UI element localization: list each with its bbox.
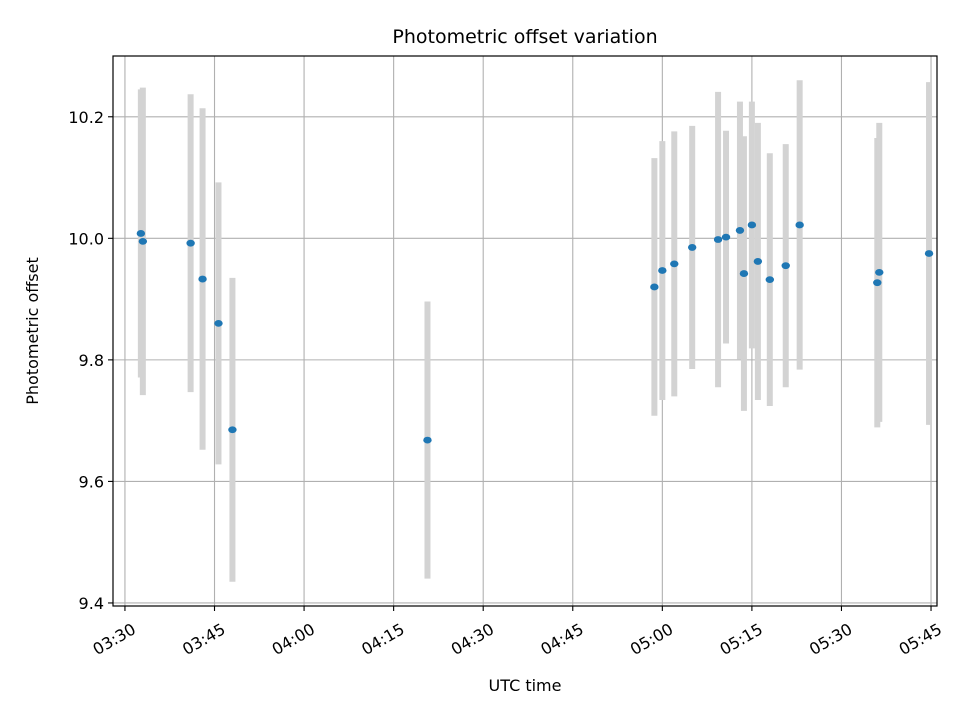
data-point xyxy=(670,260,679,268)
y-tick-label: 9.8 xyxy=(79,351,104,370)
data-point xyxy=(658,267,667,274)
data-point xyxy=(739,270,749,277)
data-point xyxy=(765,276,775,284)
x-tick-label: 03:30 xyxy=(90,619,139,659)
data-point xyxy=(214,320,223,327)
plot-area-frame xyxy=(112,55,938,607)
x-tick-label: 05:15 xyxy=(716,619,765,659)
data-point xyxy=(873,279,882,287)
data-point xyxy=(795,221,804,229)
grid-lines xyxy=(113,56,937,606)
data-point xyxy=(781,262,790,270)
data-point xyxy=(721,233,731,241)
x-tick-label: 05:00 xyxy=(627,619,676,659)
data-point xyxy=(138,237,148,245)
x-axis-title: UTC time xyxy=(489,676,562,695)
data-point xyxy=(713,236,723,243)
data-points xyxy=(136,221,934,444)
data-point xyxy=(423,436,432,444)
error-bars xyxy=(137,80,933,582)
data-point xyxy=(136,230,146,237)
data-point xyxy=(687,244,697,251)
data-point xyxy=(924,250,934,257)
x-tick-label: 05:45 xyxy=(896,619,945,659)
data-point xyxy=(875,268,884,276)
data-point xyxy=(753,258,763,265)
y-axis-ticks: 9.4 9.6 9.8 10.0 10.2 xyxy=(68,108,113,613)
data-point xyxy=(650,283,659,291)
y-tick-label: 9.6 xyxy=(79,472,104,491)
data-point xyxy=(198,275,207,283)
x-tick-label: 05:30 xyxy=(806,619,855,659)
y-tick-label: 10.2 xyxy=(68,108,104,127)
y-axis-title: Photometric offset xyxy=(23,257,42,405)
data-point xyxy=(186,239,195,247)
x-tick-label: 04:00 xyxy=(269,619,318,659)
x-tick-label: 04:30 xyxy=(448,619,497,659)
chart-title: Photometric offset variation xyxy=(392,26,657,48)
x-tick-label: 03:45 xyxy=(179,619,228,659)
x-tick-label: 04:45 xyxy=(537,619,586,659)
y-tick-label: 10.0 xyxy=(68,229,104,248)
x-tick-label: 04:15 xyxy=(358,619,407,659)
x-axis-ticks: 03:30 03:45 04:00 04:15 04:30 04:45 05:00 05:15… xyxy=(90,606,945,659)
data-point xyxy=(747,221,757,229)
data-point xyxy=(228,426,237,434)
data-point xyxy=(735,227,745,234)
y-tick-label: 9.4 xyxy=(79,594,104,613)
